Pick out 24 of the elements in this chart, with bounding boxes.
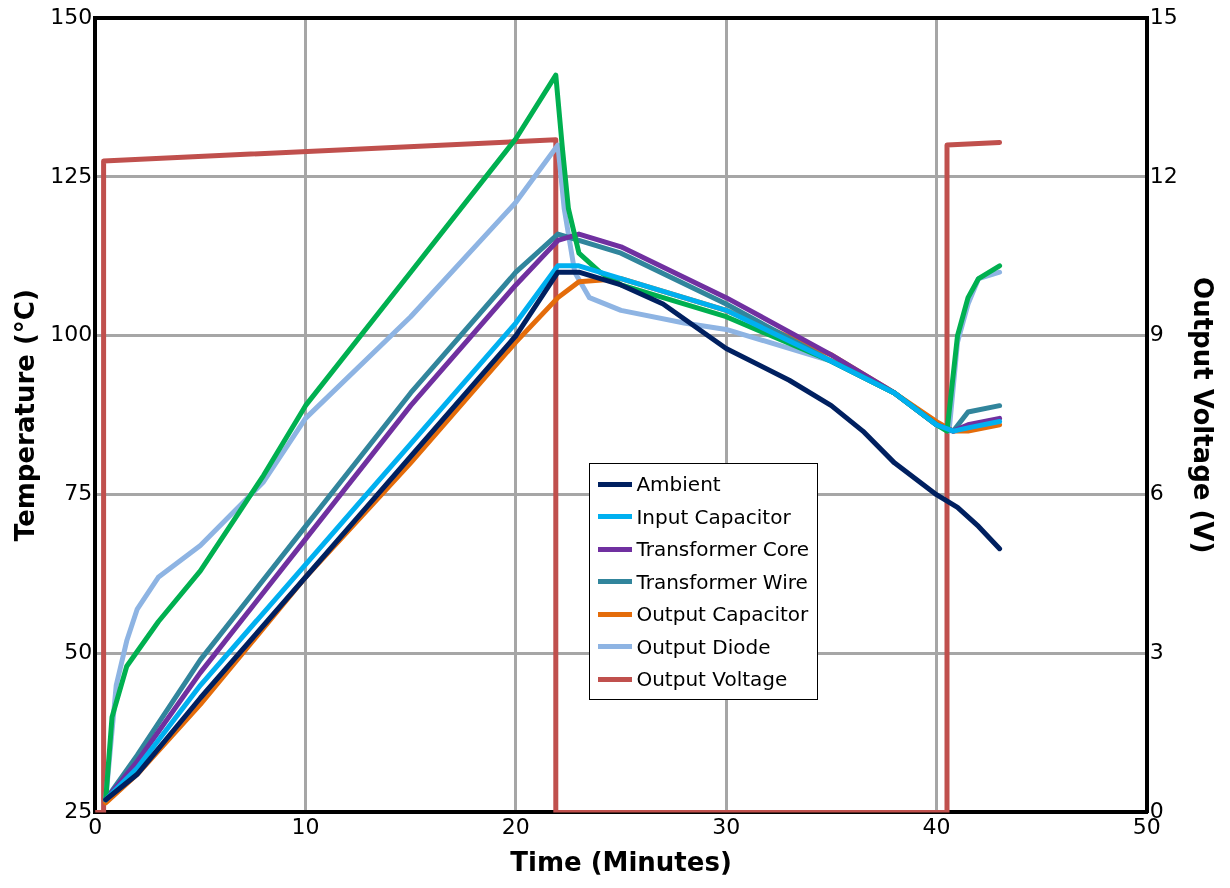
- legend-label: Ambient: [636, 472, 721, 497]
- y2-tick-label: 15: [1149, 3, 1178, 29]
- x-tick-label: 10: [291, 814, 320, 840]
- y2-tick-label: 9: [1149, 321, 1164, 347]
- legend-label: Output Diode: [636, 634, 771, 659]
- legend-label: Transformer Core: [636, 537, 810, 562]
- legend-label: Output Capacitor: [636, 602, 809, 627]
- y2-tick-label: 6: [1149, 480, 1164, 506]
- legend-label: Transformer Wire: [636, 569, 808, 594]
- x-axis-title: Time (Minutes): [510, 847, 732, 878]
- legend-label: Output Voltage: [636, 667, 788, 692]
- y2-tick-label: 12: [1149, 162, 1178, 188]
- y2-tick-label: 3: [1149, 639, 1164, 665]
- x-tick-label: 20: [501, 814, 530, 840]
- y-tick-label: 150: [50, 3, 93, 29]
- y-tick-label: 75: [64, 480, 93, 506]
- y-axis-title: Temperature (°C): [10, 289, 41, 542]
- x-tick-label: 40: [922, 814, 951, 840]
- legend-label: Input Capacitor: [636, 504, 791, 529]
- y-tick-label: 50: [64, 639, 93, 665]
- x-tick-label: 30: [712, 814, 741, 840]
- y-tick-label: 125: [50, 162, 93, 188]
- y-tick-label: 100: [50, 321, 93, 347]
- y2-axis-title: Output Voltage (V): [1187, 277, 1218, 554]
